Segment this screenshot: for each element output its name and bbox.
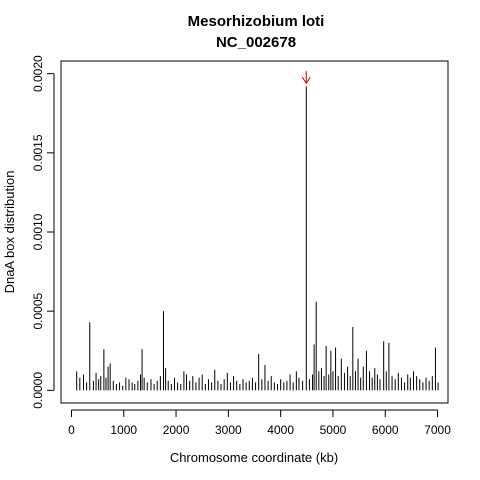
plot-frame (60, 60, 449, 404)
origin-arrow-icon (301, 71, 311, 85)
chart-subtitle: NC_002678 (216, 34, 296, 51)
y-tick-label: 0.0015 (31, 134, 45, 171)
y-tick-label: 0.0010 (31, 213, 45, 250)
chart-title: Mesorhizobium loti (188, 13, 325, 30)
x-axis: 0 1000 2000 3000 4000 5000 6000 7000 (68, 409, 451, 437)
y-tick-label: 0.0005 (31, 292, 45, 329)
x-tick-label: 7000 (424, 423, 451, 437)
y-tick-label: 0.0000 (31, 372, 45, 409)
x-tick-label: 3000 (215, 423, 242, 437)
x-tick-label: 6000 (372, 423, 399, 437)
bars-group (76, 86, 439, 391)
y-tick-label: 0.0020 (31, 55, 45, 92)
y-axis: 0.0000 0.0005 0.0010 0.0015 0.0020 (31, 55, 55, 409)
x-axis-label: Chromosome coordinate (kb) (170, 450, 338, 465)
x-tick-label: 2000 (163, 423, 190, 437)
y-axis-label: DnaA box distribution (2, 171, 17, 294)
x-tick-label: 1000 (110, 423, 137, 437)
x-tick-label: 0 (68, 423, 75, 437)
x-tick-label: 4000 (267, 423, 294, 437)
x-tick-label: 5000 (320, 423, 347, 437)
origin-marker-group (301, 71, 311, 85)
